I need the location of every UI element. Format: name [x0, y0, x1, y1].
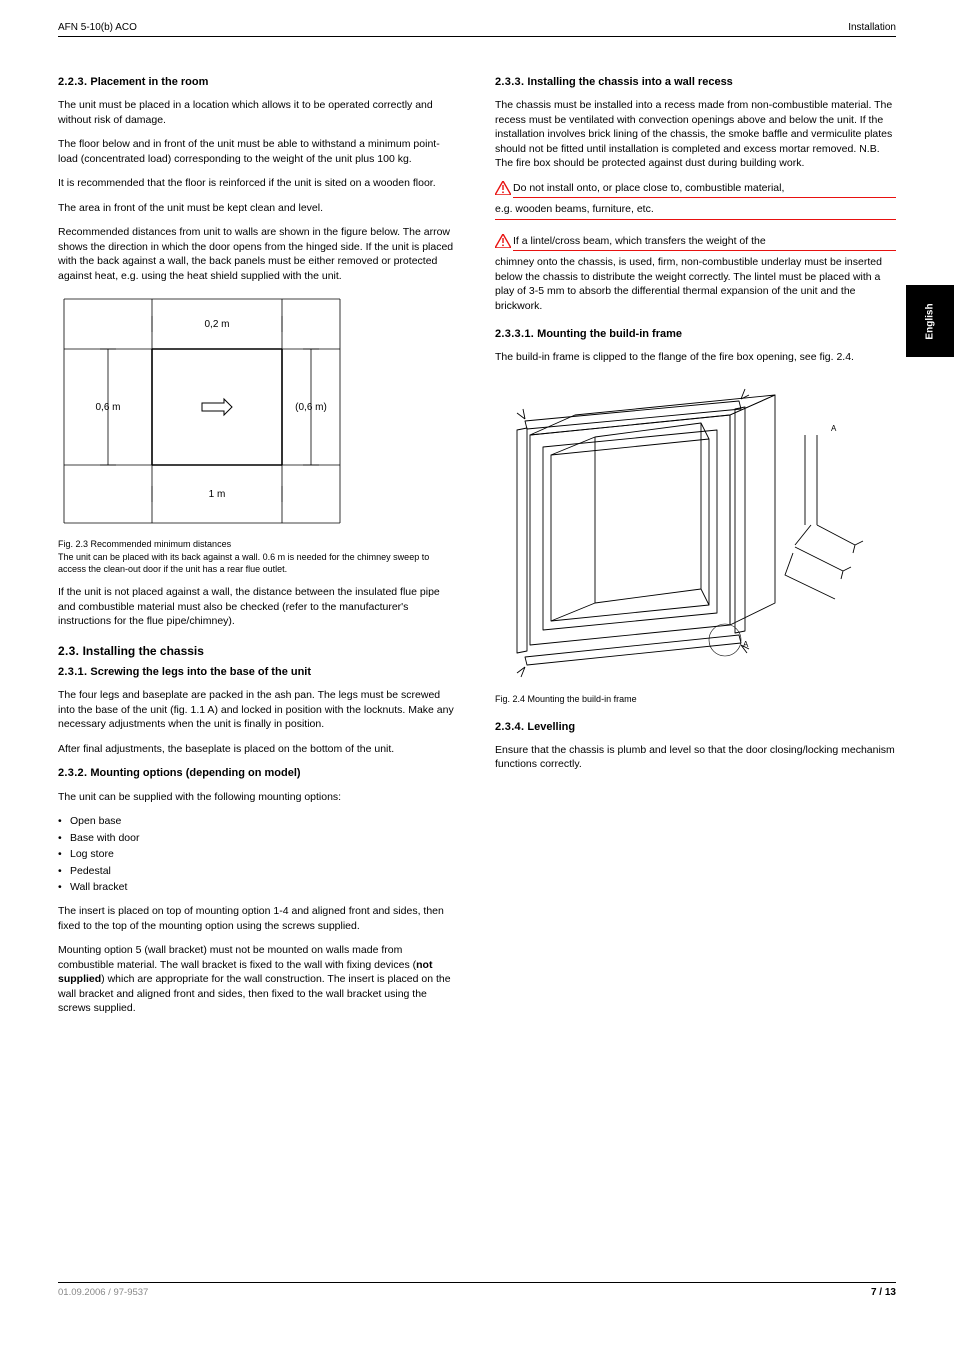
warning-text: e.g. wooden beams, furniture, etc.: [495, 202, 896, 219]
text-run: Mounting option 5 (wall bracket) must no…: [58, 944, 416, 970]
text-run: ) which are appropriate for the wall con…: [58, 973, 451, 1014]
list-item: Pedestal: [58, 864, 459, 878]
section-number: 2.3.2.: [58, 767, 87, 779]
figure-caption: Fig. 2.3 Recommended minimum distances: [58, 538, 459, 550]
frame-drawing: AA: [495, 375, 875, 685]
section-heading: 2.3.3. Installing the chassis into a wal…: [495, 75, 896, 90]
paragraph: Mounting option 5 (wall bracket) must no…: [58, 943, 459, 1015]
paragraph: If the unit is not placed against a wall…: [58, 585, 459, 628]
section-number: 2.3.3.1.: [495, 328, 534, 340]
paragraph: The insert is placed on top of mounting …: [58, 904, 459, 933]
page-footer: 01.09.2006 / 97-9537 7 / 13: [58, 1282, 896, 1298]
header-left: AFN 5-10(b) ACO: [58, 22, 137, 33]
header-right: Installation: [848, 22, 896, 33]
footer-left: 01.09.2006 / 97-9537: [58, 1287, 148, 1298]
left-column: 2.2.3. Placement in the room The unit mu…: [58, 69, 459, 1026]
section-heading: 2.3.2. Mounting options (depending on mo…: [58, 766, 459, 781]
section-heading: 2.2.3. Placement in the room: [58, 75, 459, 90]
section-title: Placement in the room: [90, 76, 208, 88]
section-heading: 2.3. Installing the chassis: [58, 643, 459, 660]
section-title: Installing the chassis into a wall reces…: [527, 76, 732, 88]
warning-text: Do not install onto, or place close to, …: [513, 181, 896, 198]
paragraph: Ensure that the chassis is plumb and lev…: [495, 743, 896, 772]
footer-page-number: 7 / 13: [871, 1287, 896, 1298]
list-item: Base with door: [58, 831, 459, 845]
paragraph: The floor below and in front of the unit…: [58, 137, 459, 166]
section-title: Installing the chassis: [83, 644, 204, 658]
list-item: Wall bracket: [58, 880, 459, 894]
distances-diagram: 0,2 m 0,6 m (0,6 m) 1 m: [58, 293, 346, 529]
section-heading: 2.3.4. Levelling: [495, 720, 896, 735]
paragraph: Recommended distances from unit to walls…: [58, 225, 459, 283]
paragraph: The four legs and baseplate are packed i…: [58, 688, 459, 731]
section-heading: 2.3.1. Screwing the legs into the base o…: [58, 665, 459, 680]
svg-text:A: A: [743, 640, 749, 649]
paragraph: The unit must be placed in a location wh…: [58, 98, 459, 127]
section-number: 2.3.3.: [495, 76, 524, 88]
language-tab-label: English: [925, 303, 936, 339]
paragraph: After final adjustments, the baseplate i…: [58, 742, 459, 756]
svg-text:A: A: [831, 424, 837, 433]
warning-text: If a lintel/cross beam, which transfers …: [513, 234, 896, 251]
paragraph: The unit can be supplied with the follow…: [58, 790, 459, 804]
mounting-options-list: Open base Base with door Log store Pedes…: [58, 814, 459, 894]
section-title: Mounting the build-in frame: [537, 328, 682, 340]
section-number: 2.3.4.: [495, 721, 524, 733]
section-title: Mounting options (depending on model): [90, 767, 300, 779]
language-tab: English: [906, 285, 954, 357]
paragraph: It is recommended that the floor is rein…: [58, 176, 459, 190]
section-heading: 2.3.3.1. Mounting the build-in frame: [495, 327, 896, 342]
paragraph: The build-in frame is clipped to the fla…: [495, 350, 896, 364]
figure-distances: 0,2 m 0,6 m (0,6 m) 1 m: [58, 293, 459, 533]
section-number: 2.3.1.: [58, 666, 87, 678]
list-item: Log store: [58, 847, 459, 861]
warning-block: If a lintel/cross beam, which transfers …: [495, 234, 896, 313]
figure-caption: Fig. 2.4 Mounting the build-in frame: [495, 693, 896, 705]
section-title: Screwing the legs into the base of the u…: [90, 666, 311, 678]
warning-text: chimney onto the chassis, is used, firm,…: [495, 255, 896, 313]
svg-text:1 m: 1 m: [209, 489, 226, 500]
section-number: 2.3.: [58, 644, 79, 658]
svg-text:(0,6 m): (0,6 m): [295, 402, 327, 413]
figure-note: The unit can be placed with its back aga…: [58, 552, 459, 575]
svg-text:0,6 m: 0,6 m: [95, 402, 120, 413]
section-number: 2.2.3.: [58, 76, 87, 88]
warning-icon: [495, 234, 513, 252]
list-item: Open base: [58, 814, 459, 828]
page-header: AFN 5-10(b) ACO Installation: [58, 22, 896, 37]
figure-frame: AA: [495, 375, 896, 689]
section-title: Levelling: [527, 721, 575, 733]
paragraph: The chassis must be installed into a rec…: [495, 98, 896, 170]
paragraph: The area in front of the unit must be ke…: [58, 201, 459, 215]
warning-block: Do not install onto, or place close to, …: [495, 181, 896, 220]
warning-icon: [495, 181, 513, 199]
svg-text:0,2 m: 0,2 m: [204, 319, 229, 330]
right-column: 2.3.3. Installing the chassis into a wal…: [495, 69, 896, 1026]
